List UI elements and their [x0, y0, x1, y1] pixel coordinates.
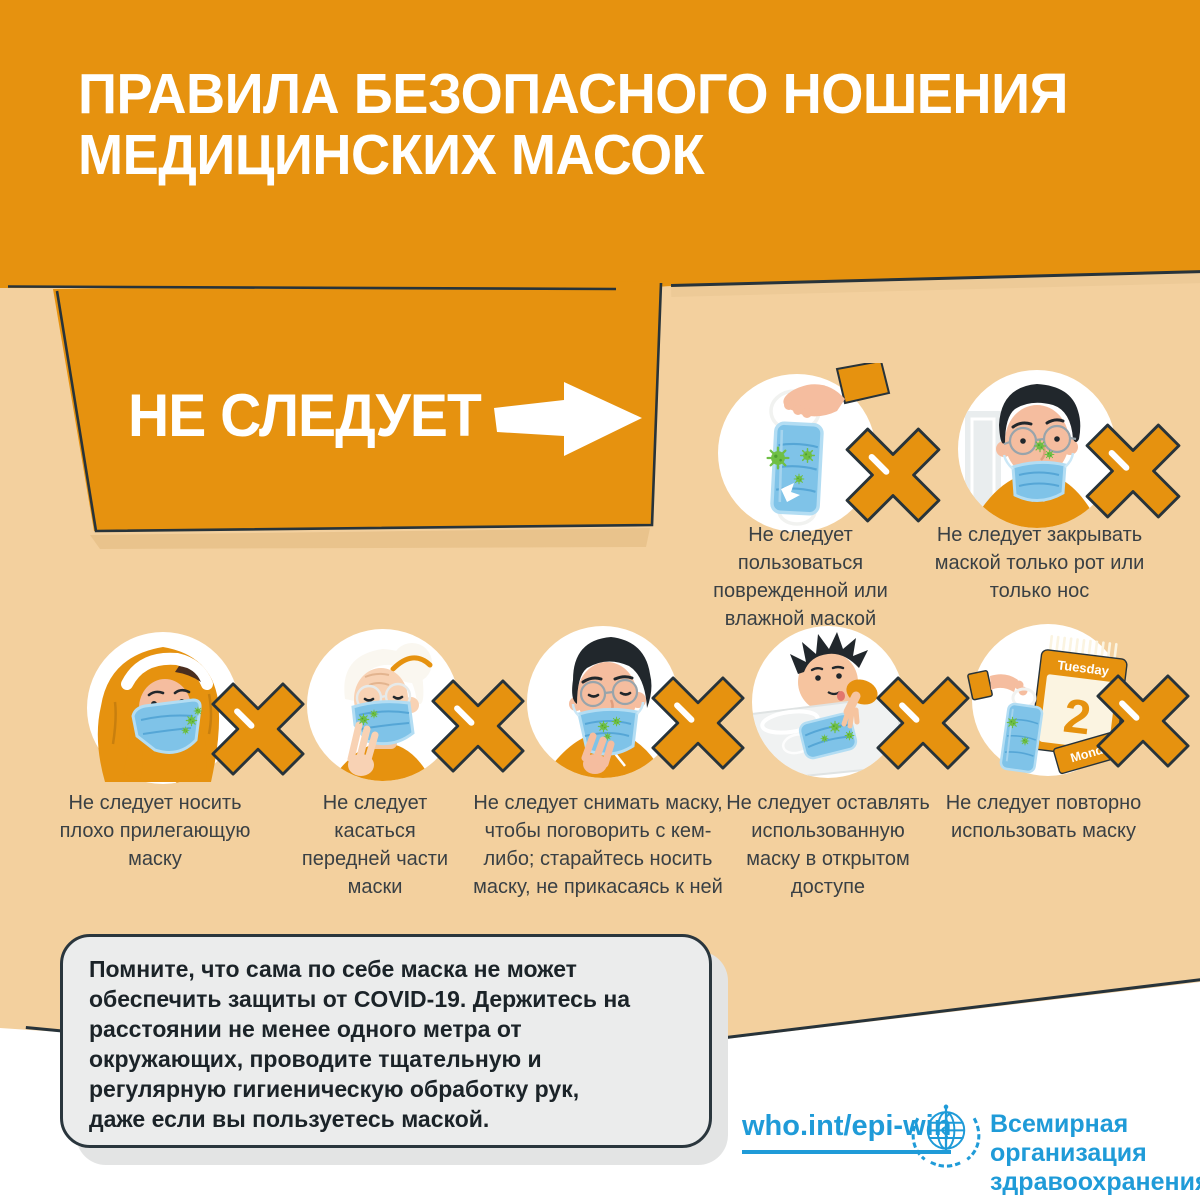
illustration-damaged-wet-mask — [718, 359, 954, 532]
item-caption: Не следует пользоваться поврежденной или… — [713, 524, 888, 630]
page-title: ПРАВИЛА БЕЗОПАСНОГО НОШЕНИЯ МЕДИЦИНСКИХ … — [78, 62, 1068, 187]
item-removing-to-talk — [519, 616, 757, 793]
item-reusing-mask: Tuesday 2 Monday — [964, 614, 1200, 791]
who-org-name: Всемирная организация здравоохранения — [990, 1110, 1200, 1196]
note-box: Помните, что сама по себе маска не может… — [60, 934, 712, 1148]
item-leaving-used-mask — [744, 616, 982, 793]
virus-icon — [766, 446, 790, 470]
virus-icon — [820, 734, 829, 743]
illustration-loose-mask — [87, 632, 317, 784]
calendar: Tuesday 2 — [1029, 635, 1128, 759]
virus-icon — [799, 447, 816, 464]
virus-icon — [844, 730, 855, 741]
arrow-right-icon — [494, 382, 642, 456]
note-text: Помните, что сама по себе маска не может… — [89, 956, 631, 1132]
item-caption: Не следует повторно использовать маску — [945, 792, 1142, 842]
item-mouth-only — [949, 359, 1194, 544]
virus-icon — [1006, 716, 1019, 729]
virus-icon — [597, 720, 610, 733]
item-touching-front — [299, 619, 537, 796]
illustration-leaving-used-mask — [752, 626, 982, 778]
item-caption: Не следует носить плохо прилегающую маск… — [59, 792, 251, 870]
virus-icon — [181, 726, 190, 735]
item-damaged-mask — [709, 359, 954, 548]
virus-icon — [611, 716, 622, 727]
calendar-day-label: Tuesday — [1057, 657, 1111, 678]
header-band — [0, 0, 1200, 289]
virus-icon — [357, 713, 370, 726]
virus-icon — [369, 709, 379, 719]
illustration-touching-front — [307, 629, 537, 781]
item-caption: Не следует закрывать маской только рот и… — [934, 524, 1145, 602]
item-caption: Не следует касаться передней части маски — [301, 792, 449, 898]
illustration-removing-to-talk — [527, 626, 757, 778]
virus-icon — [185, 714, 198, 727]
banner-label: НЕ СЛЕДУЕТ — [128, 382, 482, 449]
calendar-day-number: 2 — [1061, 690, 1094, 746]
footer-link[interactable]: who.int/epi-win — [742, 1110, 952, 1154]
illustration-mouth-only — [958, 370, 1194, 528]
illustration-reusing-mask: Tuesday 2 Monday — [967, 624, 1200, 776]
virus-icon — [793, 473, 805, 485]
virus-icon — [1033, 439, 1047, 453]
item-caption: Не следует оставлять использованную маск… — [726, 792, 930, 898]
virus-icon — [1020, 736, 1030, 746]
item-loose-mask — [79, 622, 317, 799]
virus-icon — [193, 706, 203, 716]
virus-icon — [1044, 449, 1055, 460]
who-logo-icon — [911, 1104, 981, 1168]
virus-icon — [828, 720, 842, 734]
not-allowed-banner — [7, 281, 663, 549]
item-caption: Не следует снимать маску, чтобы поговори… — [473, 792, 723, 898]
